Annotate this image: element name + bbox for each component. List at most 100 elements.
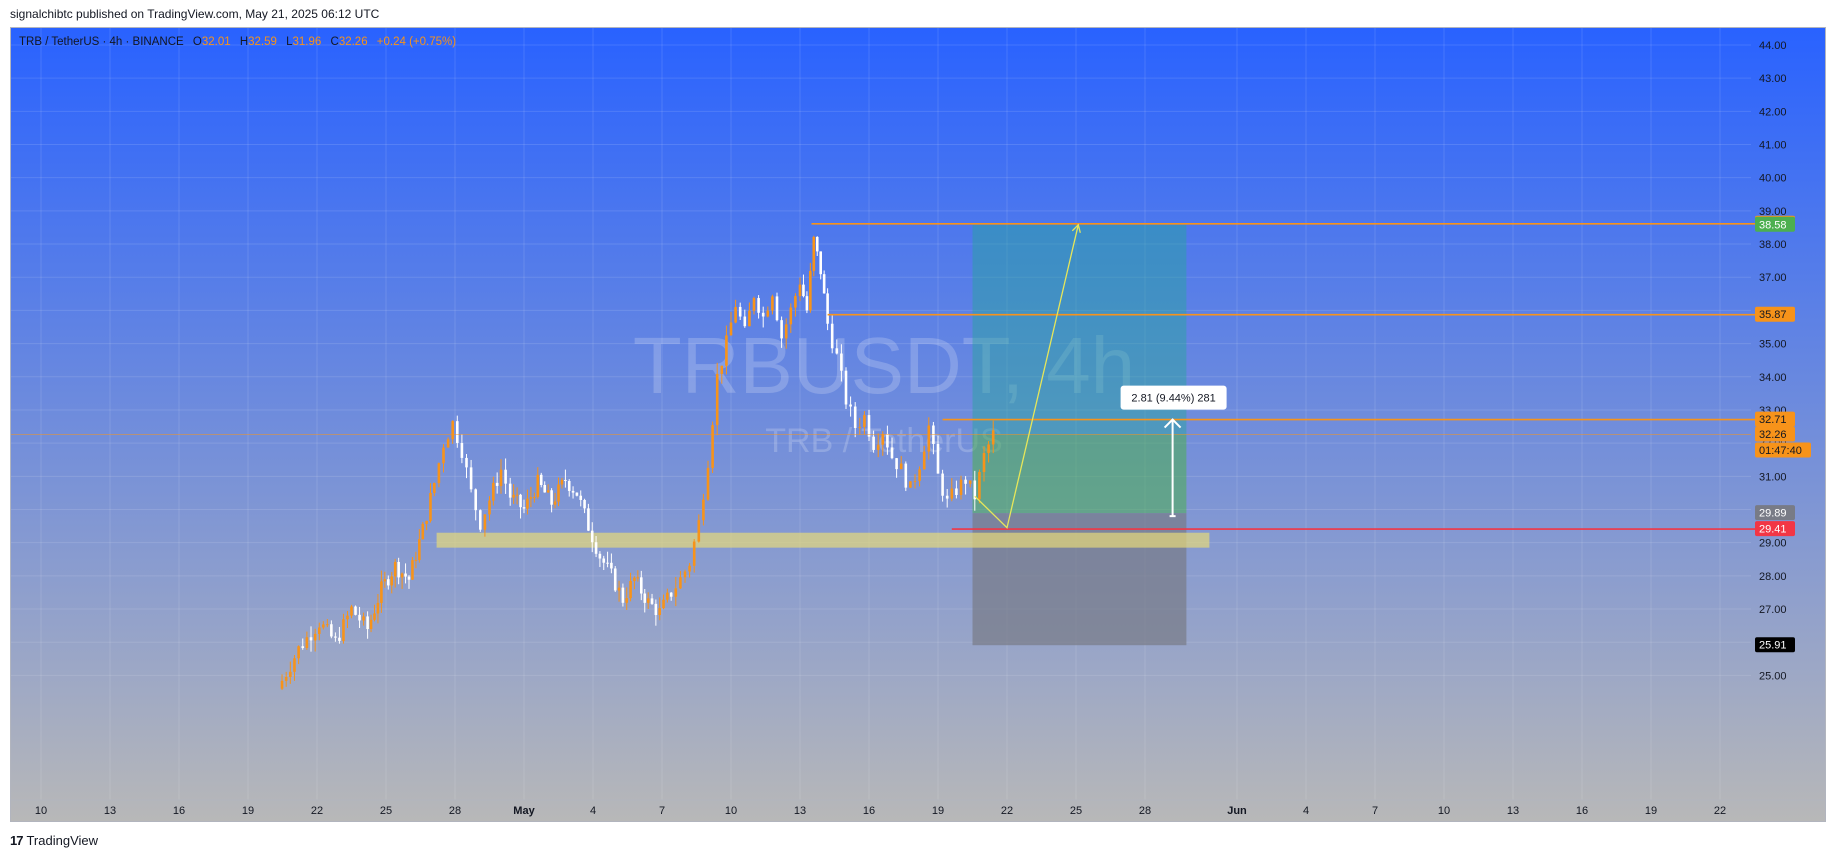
candle-body — [526, 498, 529, 509]
measure-label-box — [1120, 385, 1227, 410]
price-tag-box — [1755, 426, 1795, 442]
candle-body — [492, 482, 495, 501]
legend-open-value: 32.01 — [201, 36, 231, 48]
candle-body — [318, 627, 321, 634]
candle-body — [425, 520, 428, 524]
x-tick-label: 16 — [173, 805, 185, 817]
y-tick-label: 43.00 — [1759, 73, 1787, 85]
candle-body — [629, 581, 632, 599]
candle-body — [886, 434, 889, 448]
candle-body — [794, 296, 797, 308]
candle-body — [354, 606, 357, 615]
candle-body — [748, 310, 751, 327]
candle-body — [918, 469, 921, 481]
price-tag-box — [1755, 637, 1795, 653]
candle-body — [479, 510, 482, 530]
legend-high-label: H — [239, 36, 249, 48]
candle-body — [621, 587, 625, 603]
candle-body — [536, 474, 540, 498]
candle-body — [805, 296, 809, 311]
legend-high-value: 32.59 — [248, 36, 277, 48]
candle-body — [798, 284, 802, 297]
candle-body — [390, 576, 394, 586]
candle-body — [775, 296, 779, 321]
measure-label: 2.81 (9.44%) 281 — [1131, 393, 1215, 405]
price-tag-box — [1755, 411, 1795, 427]
candle-body — [640, 577, 643, 594]
x-axis[interactable]: 10 13 16 19 22 25 28 May 4 7 10 13 16 19 22 25 28 Jun 4 7 10… — [11, 799, 1826, 817]
y-tick-label: 27.00 — [1759, 604, 1787, 616]
y-tick-label: 37.00 — [1759, 272, 1787, 284]
candle-body — [913, 480, 917, 482]
legend-close-value: 32.26 — [338, 36, 368, 48]
candle-body — [809, 270, 812, 311]
candle-body — [297, 646, 300, 659]
candle-body — [643, 593, 647, 603]
legend-low-value: 31.96 — [292, 36, 322, 48]
candle-body — [465, 457, 468, 468]
projection-path — [974, 224, 1079, 530]
candle-body — [853, 406, 857, 428]
candle-body — [757, 298, 760, 313]
candle-body — [418, 539, 421, 561]
candle-body — [725, 335, 728, 366]
candle-body — [539, 474, 543, 485]
candle-body — [606, 562, 609, 564]
candle-body — [322, 624, 325, 628]
candle-body — [469, 467, 473, 490]
candle-body — [380, 581, 383, 603]
candle-body — [959, 479, 963, 495]
candle-body — [346, 615, 349, 620]
candle-body — [890, 447, 894, 459]
candle-body — [522, 507, 526, 509]
legend-close-label: C — [330, 36, 339, 48]
candle-body — [446, 439, 450, 448]
candle-body — [571, 490, 575, 493]
x-tick-label: 16 — [863, 805, 875, 817]
legend-open-label: O — [192, 36, 202, 48]
candle-body — [715, 373, 719, 426]
candle-body — [881, 434, 885, 445]
tradingview-logo-icon: 17 — [10, 833, 24, 848]
candle-body — [964, 479, 967, 484]
candle-body — [529, 497, 533, 499]
candle-body — [358, 614, 361, 621]
y-tick-label: 31.00 — [1759, 471, 1787, 483]
candle-body — [812, 236, 816, 271]
y-tick-label: 34.00 — [1759, 372, 1787, 384]
x-tick-label: 22 — [1001, 805, 1013, 817]
price-tag-text: 29.89 — [1759, 508, 1787, 520]
candle-body — [927, 425, 931, 452]
candle-body — [553, 501, 557, 505]
candle-body — [858, 427, 862, 429]
candle-body — [512, 494, 515, 498]
candle-body — [679, 577, 682, 589]
price-tag-text: 32.26 — [1759, 429, 1787, 441]
candle-body — [560, 479, 564, 485]
tradingview-logo[interactable]: 17 TradingView — [10, 833, 98, 848]
candle-body — [815, 236, 819, 252]
grid-layer — [11, 28, 1751, 800]
candle-body — [849, 404, 852, 407]
candle-body — [543, 484, 546, 493]
price-tag-box — [1755, 521, 1795, 537]
candle-body — [819, 251, 822, 275]
candle-body — [840, 353, 843, 371]
candle-body — [876, 444, 880, 450]
candle-body — [789, 307, 793, 325]
candle-body — [369, 619, 373, 630]
candle-body — [404, 573, 407, 577]
price-tag-text: 35.87 — [1759, 309, 1787, 321]
chart-frame[interactable]: TRBUSDT, 4h TRB / TetherUS 2.81 (9.44%) … — [10, 27, 1826, 822]
chart-canvas[interactable]: TRBUSDT, 4h TRB / TetherUS 2.81 (9.44%) … — [11, 28, 1826, 822]
candle-body — [625, 598, 629, 603]
candle-body — [313, 633, 317, 641]
candle-body — [978, 471, 981, 500]
candle-body — [658, 608, 661, 615]
candle-body — [590, 530, 594, 543]
candle-body — [383, 579, 387, 582]
candle-body — [594, 542, 598, 554]
candle-body — [397, 561, 400, 578]
candle-body — [442, 447, 445, 464]
candle-body — [293, 658, 296, 672]
